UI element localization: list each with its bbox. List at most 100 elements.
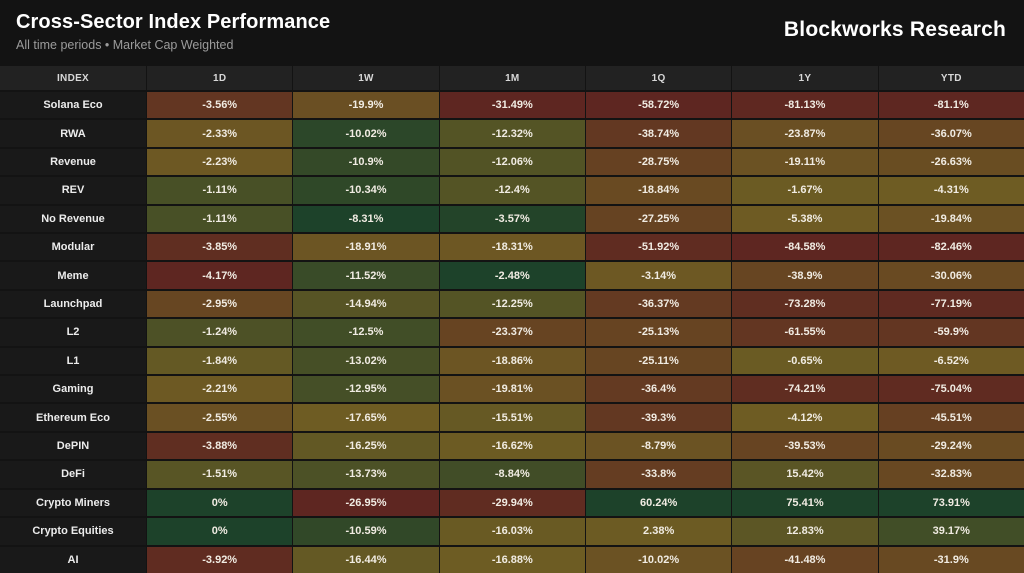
table-row-launchpad: Launchpad -2.95% -14.94% -12.25% -36.37% -73.… [0, 288, 1024, 318]
heatmap-cell-crypto-equities-1w: -10.59% [292, 518, 439, 545]
heatmap-cell-crypto-miners-1y: 75.41% [731, 489, 878, 517]
brand-wordmark: Blockworks Research [783, 18, 1006, 41]
heatmap-cell-ai-ytd: -31.9% [877, 546, 1024, 573]
page-header: Cross-Sector Index Performance All time … [0, 0, 1024, 66]
heatmap-cell-no-revenue-1w: -8.31% [292, 205, 439, 233]
heatmap-cell-gaming-1y: -74.21% [731, 376, 878, 403]
column-header-1q: 1Q [584, 66, 732, 90]
row-label-launchpad: Launchpad [0, 290, 146, 318]
heatmap-cell-ai-1d: -3.92% [146, 546, 293, 573]
heatmap-cell-ethereum-eco-1y: -4.12% [731, 404, 878, 431]
table-row-gaming: Gaming -2.21% -12.95% -19.81% -36.4% -74.21% -… [0, 374, 1024, 403]
heatmap-cell-solana-eco-1w: -19.9% [292, 92, 439, 119]
heatmap-cell-ai-1w: -16.44% [292, 546, 439, 573]
row-label-rev: REV [0, 177, 146, 204]
table-row-modular: Modular -3.85% -18.91% -18.31% -51.92% -84.58… [0, 232, 1024, 261]
heatmap-cell-gaming-1q: -36.4% [584, 376, 732, 403]
heatmap-cell-gaming-1w: -12.95% [292, 376, 439, 403]
heatmap-cell-revenue-1d: -2.23% [146, 148, 293, 176]
heatmap-cell-crypto-equities-1q: 2.38% [584, 518, 732, 545]
table-row-rwa: RWA -2.33% -10.02% -12.32% -38.74% -23.87% -36… [0, 118, 1024, 147]
heatmap-cell-meme-ytd: -30.06% [877, 262, 1024, 289]
heatmap-cell-solana-eco-1m: -31.49% [438, 92, 585, 119]
heatmap-cell-rev-1w: -10.34% [292, 177, 439, 204]
heatmap-cell-l1-1w: -13.02% [292, 347, 439, 375]
table-row-ethereum-eco: Ethereum Eco -2.55% -17.65% -15.51% -39.3% -4… [0, 402, 1024, 431]
heatmap-cell-rwa-1d: -2.33% [146, 120, 293, 147]
table-row-l2: L2 -1.24% -12.5% -23.37% -25.13% -61.55% -59.9… [0, 317, 1024, 346]
heatmap-cell-rwa-1m: -12.32% [438, 120, 585, 147]
row-label-crypto-equities: Crypto Equities [0, 518, 146, 545]
heatmap-cell-meme-1q: -3.14% [584, 262, 732, 289]
column-header-1w: 1W [292, 66, 439, 90]
heatmap-cell-modular-ytd: -82.46% [877, 234, 1024, 261]
row-label-ai: AI [0, 546, 146, 573]
heatmap-cell-defi-1m: -8.84% [438, 461, 585, 488]
heatmap-cell-ethereum-eco-1d: -2.55% [146, 404, 293, 431]
table-row-crypto-equities: Crypto Equities 0% -10.59% -16.03% 2.38% 12.8… [0, 516, 1024, 545]
heatmap-cell-revenue-1w: -10.9% [292, 148, 439, 176]
heatmap-cell-meme-1d: -4.17% [146, 262, 293, 289]
heatmap-cell-rev-1q: -18.84% [584, 177, 732, 204]
column-header-index: INDEX [0, 66, 146, 90]
heatmap-cell-l1-1d: -1.84% [146, 347, 293, 375]
heatmap-cell-meme-1y: -38.9% [731, 262, 878, 289]
heatmap-cell-defi-1w: -13.73% [292, 461, 439, 488]
page-subtitle: All time periods • Market Cap Weighted [16, 38, 234, 52]
page-header-left: Cross-Sector Index Performance All time … [16, 11, 330, 52]
heatmap-cell-ai-1y: -41.48% [731, 546, 878, 573]
heatmap-cell-launchpad-1d: -2.95% [146, 290, 293, 318]
heatmap-cell-ethereum-eco-1m: -15.51% [438, 404, 585, 431]
heatmap-cell-crypto-equities-ytd: 39.17% [877, 518, 1024, 545]
heatmap-cell-gaming-1m: -19.81% [438, 376, 585, 403]
column-header-1d: 1D [146, 66, 293, 90]
heatmap-cell-rwa-1q: -38.74% [584, 120, 732, 147]
heatmap-cell-rev-ytd: -4.31% [877, 177, 1024, 204]
table-row-solana-eco: Solana Eco -3.56% -19.9% -31.49% -58.72% -81.… [0, 90, 1024, 119]
column-header-ytd: YTD [877, 66, 1024, 90]
heatmap-cell-modular-1m: -18.31% [438, 234, 585, 261]
heatmap-cell-launchpad-1m: -12.25% [438, 290, 585, 318]
row-label-rwa: RWA [0, 120, 146, 147]
heatmap-cell-launchpad-1w: -14.94% [292, 290, 439, 318]
heatmap-cell-gaming-ytd: -75.04% [877, 376, 1024, 403]
heatmap-cell-crypto-miners-1d: 0% [146, 489, 293, 517]
heatmap-cell-depin-1q: -8.79% [584, 432, 732, 460]
row-label-crypto-miners: Crypto Miners [0, 489, 146, 517]
heatmap-cell-ethereum-eco-1w: -17.65% [292, 404, 439, 431]
heatmap-cell-revenue-1y: -19.11% [731, 148, 878, 176]
heatmap-cell-l2-ytd: -59.9% [877, 319, 1024, 346]
heatmap-cell-ethereum-eco-1q: -39.3% [584, 404, 732, 431]
heatmap-cell-rwa-ytd: -36.07% [877, 120, 1024, 147]
heatmap-cell-no-revenue-ytd: -19.84% [877, 205, 1024, 233]
heatmap-cell-revenue-1q: -28.75% [584, 148, 732, 176]
heatmap-cell-l2-1m: -23.37% [438, 319, 585, 346]
heatmap-cell-gaming-1d: -2.21% [146, 376, 293, 403]
row-label-gaming: Gaming [0, 376, 146, 403]
heatmap-cell-crypto-equities-1d: 0% [146, 518, 293, 545]
heatmap-cell-depin-1d: -3.88% [146, 432, 293, 460]
heatmap-cell-meme-1w: -11.52% [292, 262, 439, 289]
heatmap-cell-l2-1w: -12.5% [292, 319, 439, 346]
heatmap-cell-solana-eco-1q: -58.72% [584, 92, 732, 119]
heatmap-cell-revenue-1m: -12.06% [438, 148, 585, 176]
row-label-defi: DeFi [0, 461, 146, 488]
heatmap-cell-defi-ytd: -32.83% [877, 461, 1024, 488]
table-row-l1: L1 -1.84% -13.02% -18.86% -25.11% -0.65% -6.52… [0, 345, 1024, 375]
heatmap-cell-revenue-ytd: -26.63% [877, 148, 1024, 176]
row-label-ethereum-eco: Ethereum Eco [0, 404, 146, 431]
heatmap-cell-no-revenue-1y: -5.38% [731, 205, 878, 233]
row-label-l1: L1 [0, 347, 146, 375]
heatmap-cell-crypto-miners-1m: -29.94% [438, 489, 585, 517]
heatmap-cell-rwa-1y: -23.87% [731, 120, 878, 147]
column-header-1m: 1M [438, 66, 585, 90]
page-title: Cross-Sector Index Performance [16, 11, 331, 33]
row-label-l2: L2 [0, 319, 146, 346]
row-label-depin: DePIN [0, 432, 146, 460]
heatmap-cell-solana-eco-ytd: -81.1% [877, 92, 1024, 119]
table-row-ai: AI -3.92% -16.44% -16.88% -10.02% -41.48% -31.… [0, 544, 1024, 573]
heatmap-cell-solana-eco-1y: -81.13% [731, 92, 878, 119]
heatmap-cell-l1-1q: -25.11% [584, 347, 732, 375]
heatmap-cell-crypto-miners-ytd: 73.91% [877, 489, 1024, 517]
